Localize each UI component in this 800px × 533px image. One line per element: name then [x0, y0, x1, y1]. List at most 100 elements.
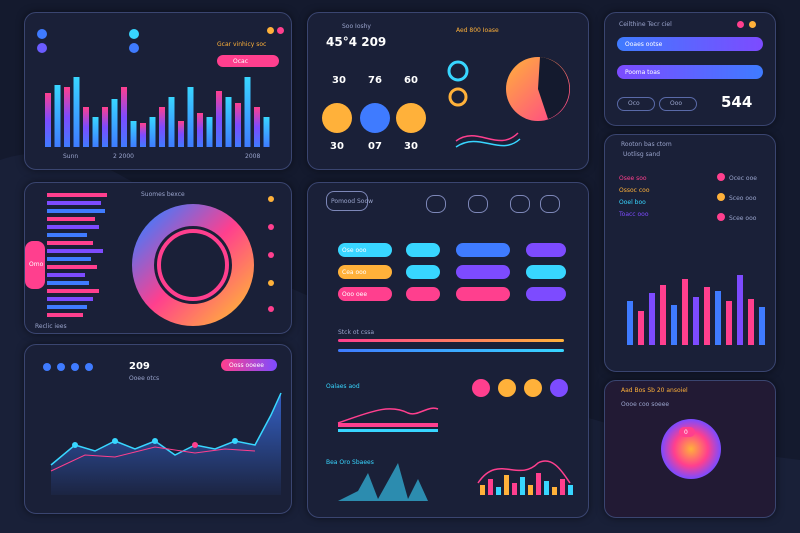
icon-d[interactable] — [550, 379, 568, 397]
right-item-2: Sceo ooo — [729, 195, 757, 202]
panel-title: Gcar vinhicy soc — [217, 41, 267, 48]
hbar — [47, 281, 89, 285]
bar — [704, 287, 710, 345]
panel-area-chart: 209 Ooee otcs Ooss ooeee — [24, 344, 292, 514]
cell-2[interactable] — [406, 243, 440, 257]
hbar — [47, 209, 105, 213]
bar — [64, 87, 70, 147]
bar — [178, 121, 184, 147]
cell-9[interactable]: Ooo oee — [338, 287, 392, 301]
glow-badge[interactable]: 0 — [679, 427, 695, 437]
legend-dot-3 — [71, 363, 79, 371]
list-icon-2[interactable] — [717, 193, 725, 201]
wave-charts — [337, 407, 573, 501]
cell-5[interactable]: Cea ooo — [338, 265, 392, 279]
hbar — [47, 273, 85, 277]
bar — [715, 291, 721, 345]
bar — [121, 87, 127, 147]
area-button[interactable]: Ooss ooeee — [221, 359, 277, 371]
stats-headline: 45°4 209 — [326, 35, 387, 49]
metric-button-1[interactable]: Oco — [617, 97, 655, 111]
bar — [520, 477, 525, 495]
user-icon — [37, 43, 47, 53]
cell-11[interactable] — [456, 287, 510, 301]
bar — [102, 107, 108, 147]
bar — [528, 485, 533, 495]
tab-3[interactable] — [510, 195, 530, 213]
stat-top-1: 30 — [332, 75, 346, 86]
bar — [263, 117, 270, 147]
area-value: 209 — [129, 361, 150, 372]
stat-bot-1: 30 — [330, 141, 344, 152]
bar — [552, 487, 557, 495]
cell-7[interactable] — [456, 265, 510, 279]
bar-chart — [45, 77, 270, 147]
bar — [168, 97, 175, 147]
briefcase-icon[interactable] — [396, 103, 426, 133]
metric-bar-2: Pooma toas — [617, 65, 763, 79]
close-dot[interactable] — [267, 27, 274, 34]
icon-c[interactable] — [524, 379, 542, 397]
bag-icon[interactable] — [360, 103, 390, 133]
glow-title: Aad Bos Sb 20 ansoiel — [621, 387, 688, 394]
hbar — [47, 265, 97, 269]
icon-a[interactable] — [472, 379, 490, 397]
progress-bar-2 — [338, 349, 564, 352]
cell-8[interactable] — [526, 265, 566, 279]
bar — [693, 297, 699, 345]
action-button[interactable]: Ocac — [217, 55, 279, 67]
bar — [544, 481, 549, 495]
stat-bot-2: 07 — [368, 141, 382, 152]
panel-bar-chart: Gcar vinhicy soc Ocac Sunn 2 2000 2008 — [24, 12, 292, 170]
bar — [159, 107, 165, 147]
list-icon-1[interactable] — [717, 173, 725, 181]
cell-4[interactable] — [526, 243, 566, 257]
cell-1[interactable]: Ose ooo — [338, 243, 392, 257]
stat-top-2: 76 — [368, 75, 382, 86]
header-box[interactable]: Pomood Soow — [326, 191, 373, 211]
bar — [726, 301, 732, 345]
hbar — [47, 289, 99, 293]
bar — [197, 113, 203, 147]
stat-top-3: 60 — [404, 75, 418, 86]
bar — [488, 479, 493, 495]
donut-chart — [47, 193, 274, 326]
tab-4[interactable] — [540, 195, 560, 213]
icon-b[interactable] — [498, 379, 516, 397]
stats-subtitle: Soo Ioshy — [342, 23, 371, 30]
pie-and-wave — [447, 57, 570, 148]
mid-title: Oalaes aod — [326, 383, 360, 390]
stat-b: 2008 — [245, 153, 261, 160]
minimize-dot[interactable] — [277, 27, 284, 34]
tab-2[interactable] — [468, 195, 488, 213]
bar — [216, 91, 222, 147]
bar — [45, 93, 51, 147]
person-icon[interactable] — [322, 103, 352, 133]
cell-6[interactable] — [406, 265, 440, 279]
area-label: Ooee otcs — [129, 375, 160, 382]
bar — [748, 299, 754, 345]
cell-12[interactable] — [526, 287, 566, 301]
donut-title: Suomes bexce — [141, 191, 185, 198]
bar — [560, 479, 565, 495]
list-icon-3[interactable] — [717, 213, 725, 221]
bar — [140, 123, 146, 147]
panel-glow: Aad Bos Sb 20 ansoiel Oooe coo soeee 0 — [604, 380, 776, 518]
bar — [682, 279, 688, 345]
cell-3[interactable] — [456, 243, 510, 257]
hbar — [47, 257, 91, 261]
legend-dot-1 — [43, 363, 51, 371]
bar — [504, 475, 509, 495]
progress-label: Stck ot cssa — [338, 329, 374, 336]
tab-1[interactable] — [426, 195, 446, 213]
hbar — [47, 249, 103, 253]
bot-title: Bea Oro Sbaees — [326, 459, 374, 466]
metric-button-2[interactable]: Ooo — [659, 97, 697, 111]
bar — [568, 485, 573, 495]
side-tag[interactable]: Omo — [25, 241, 45, 289]
right-title: Aed 800 Ioase — [456, 27, 499, 34]
bar — [649, 293, 655, 345]
bar — [73, 77, 80, 147]
cell-10[interactable] — [406, 287, 440, 301]
hbar — [47, 313, 83, 317]
